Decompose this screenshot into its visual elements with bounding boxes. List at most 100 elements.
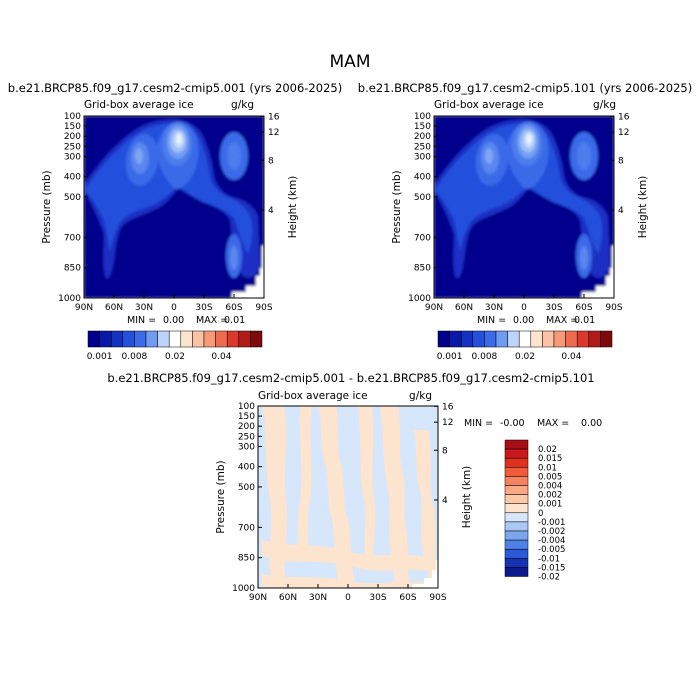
- colorbar-label: 0: [538, 509, 543, 519]
- panel-1-title: b.e21.BRCP85.f09_g17.cesm2-cmip5.001 (yr…: [8, 81, 342, 95]
- colorbar-swatch: [504, 539, 529, 550]
- colorbar-swatch: [504, 521, 529, 532]
- x-tick-label: 90N: [249, 593, 267, 603]
- colorbar-swatch: [192, 330, 205, 348]
- colorbar-label: -0.002: [538, 527, 565, 537]
- y2-tick-label: 16: [618, 112, 630, 122]
- y2-tick-label: 4: [268, 206, 274, 216]
- panel-2-ylabel: Pressure (mb): [391, 170, 403, 243]
- y-tick-label: 850: [414, 264, 431, 274]
- colorbar-label: 0.001: [87, 352, 113, 362]
- y-tick-label: 250: [64, 142, 81, 152]
- y-tick-label: 700: [64, 233, 81, 243]
- x-tick-label: 90S: [605, 303, 622, 313]
- colorbar-swatch: [576, 330, 590, 348]
- panel-1-min-label: MIN =: [127, 315, 156, 326]
- colorbar-swatch: [504, 457, 529, 468]
- colorbar-swatch: [99, 330, 112, 348]
- x-tick-label: 0: [171, 303, 177, 313]
- y-tick-label: 400: [64, 173, 81, 183]
- colorbar-swatch: [110, 330, 124, 348]
- x-tick-label: 30N: [485, 303, 503, 313]
- colorbar-swatch: [504, 448, 529, 459]
- y-tick-label: 100: [238, 402, 255, 412]
- y-tick-label: 850: [238, 554, 255, 564]
- panel-1-min-value: 0.00: [163, 315, 184, 326]
- colorbar-label: 0.008: [472, 352, 498, 362]
- colorbar-swatch: [437, 330, 450, 348]
- colorbar-label: 0.005: [538, 472, 562, 482]
- panel-2-max-value: 0.01: [574, 315, 595, 326]
- x-tick-label: 30S: [369, 593, 386, 603]
- y-tick-label: 150: [64, 122, 81, 132]
- panel-3-y2label: Height (km): [461, 466, 473, 529]
- panel-3-ylabel: Pressure (mb): [215, 460, 227, 533]
- colorbar-label: 0.04: [211, 352, 231, 362]
- colorbar-label: 0.002: [538, 491, 562, 501]
- colorbar-label: 0.02: [165, 352, 185, 362]
- panel-1-units: g/kg: [231, 99, 254, 111]
- y-tick-label: 300: [238, 442, 255, 452]
- x-tick-label: 30N: [309, 593, 327, 603]
- y2-tick-label: 4: [442, 496, 448, 506]
- colorbar-label: 0.02: [538, 445, 557, 455]
- panel-2-colorbar: 0.001 0.008 0.02 0.04: [437, 330, 613, 362]
- colorbar-swatch: [504, 503, 529, 514]
- colorbar-swatch: [145, 330, 158, 348]
- colorbar-swatch: [472, 330, 485, 348]
- colorbar-swatch: [504, 512, 529, 523]
- panel-2: b.e21.BRCP85.f09_g17.cesm2-cmip5.101 (yr…: [358, 81, 692, 362]
- y-tick-label: 850: [64, 264, 81, 274]
- colorbar-swatch: [530, 330, 543, 348]
- colorbar-swatch: [504, 467, 529, 477]
- panel-3-plot: [258, 406, 438, 588]
- y2-tick-label: 12: [618, 128, 629, 138]
- x-tick-label: 90N: [75, 303, 93, 313]
- panel-1-field: Grid-box average ice: [84, 99, 194, 111]
- colorbar-label: 0.001: [538, 500, 562, 510]
- y2-tick-label: 8: [618, 156, 624, 166]
- colorbar-label: -0.02: [538, 573, 560, 583]
- x-tick-label: 60S: [225, 303, 242, 313]
- panel-3-colorbar: 0.020.0150.010.0050.0040.0020.0010-0.001…: [504, 439, 565, 583]
- x-tick-label: 0: [345, 593, 351, 603]
- y-tick-label: 500: [64, 193, 81, 203]
- y-tick-label: 200: [64, 132, 81, 142]
- colorbar-swatch: [87, 330, 100, 348]
- panel-3: b.e21.BRCP85.f09_g17.cesm2-cmip5.001 - b…: [107, 371, 602, 603]
- panel-1: b.e21.BRCP85.f09_g17.cesm2-cmip5.001 (yr…: [8, 81, 342, 362]
- colorbar-swatch: [504, 558, 529, 568]
- colorbar-swatch: [504, 548, 529, 559]
- panel-1-max-value: 0.01: [224, 315, 245, 326]
- figure-title: MAM: [330, 52, 371, 72]
- colorbar-label: 0.02: [515, 352, 535, 362]
- x-tick-label: 60N: [455, 303, 473, 313]
- y-tick-label: 100: [414, 112, 431, 122]
- panel-1-max-label: MAX =: [196, 315, 228, 326]
- panel-3-max-value: 0.00: [581, 418, 602, 429]
- x-tick-label: 60S: [399, 593, 416, 603]
- y2-tick-label: 16: [268, 112, 280, 122]
- x-tick-label: 0: [521, 303, 527, 313]
- colorbar-label: 0.008: [122, 352, 148, 362]
- colorbar-swatch: [542, 330, 555, 348]
- colorbar-swatch: [553, 330, 566, 348]
- colorbar-label: -0.01: [538, 554, 560, 564]
- colorbar-swatch: [504, 439, 529, 450]
- panel-2-min-value: 0.00: [513, 315, 534, 326]
- y-tick-label: 500: [238, 483, 255, 493]
- colorbar-swatch: [238, 330, 251, 348]
- colorbar-swatch: [134, 330, 147, 348]
- y-tick-label: 1000: [232, 584, 255, 594]
- panel-1-y2label: Height (km): [287, 176, 299, 239]
- y-tick-label: 700: [238, 523, 255, 533]
- y-tick-label: 500: [414, 193, 431, 203]
- y-tick-label: 150: [238, 412, 255, 422]
- colorbar-swatch: [495, 330, 508, 348]
- x-tick-label: 60S: [575, 303, 592, 313]
- colorbar-label: 0.015: [538, 454, 562, 464]
